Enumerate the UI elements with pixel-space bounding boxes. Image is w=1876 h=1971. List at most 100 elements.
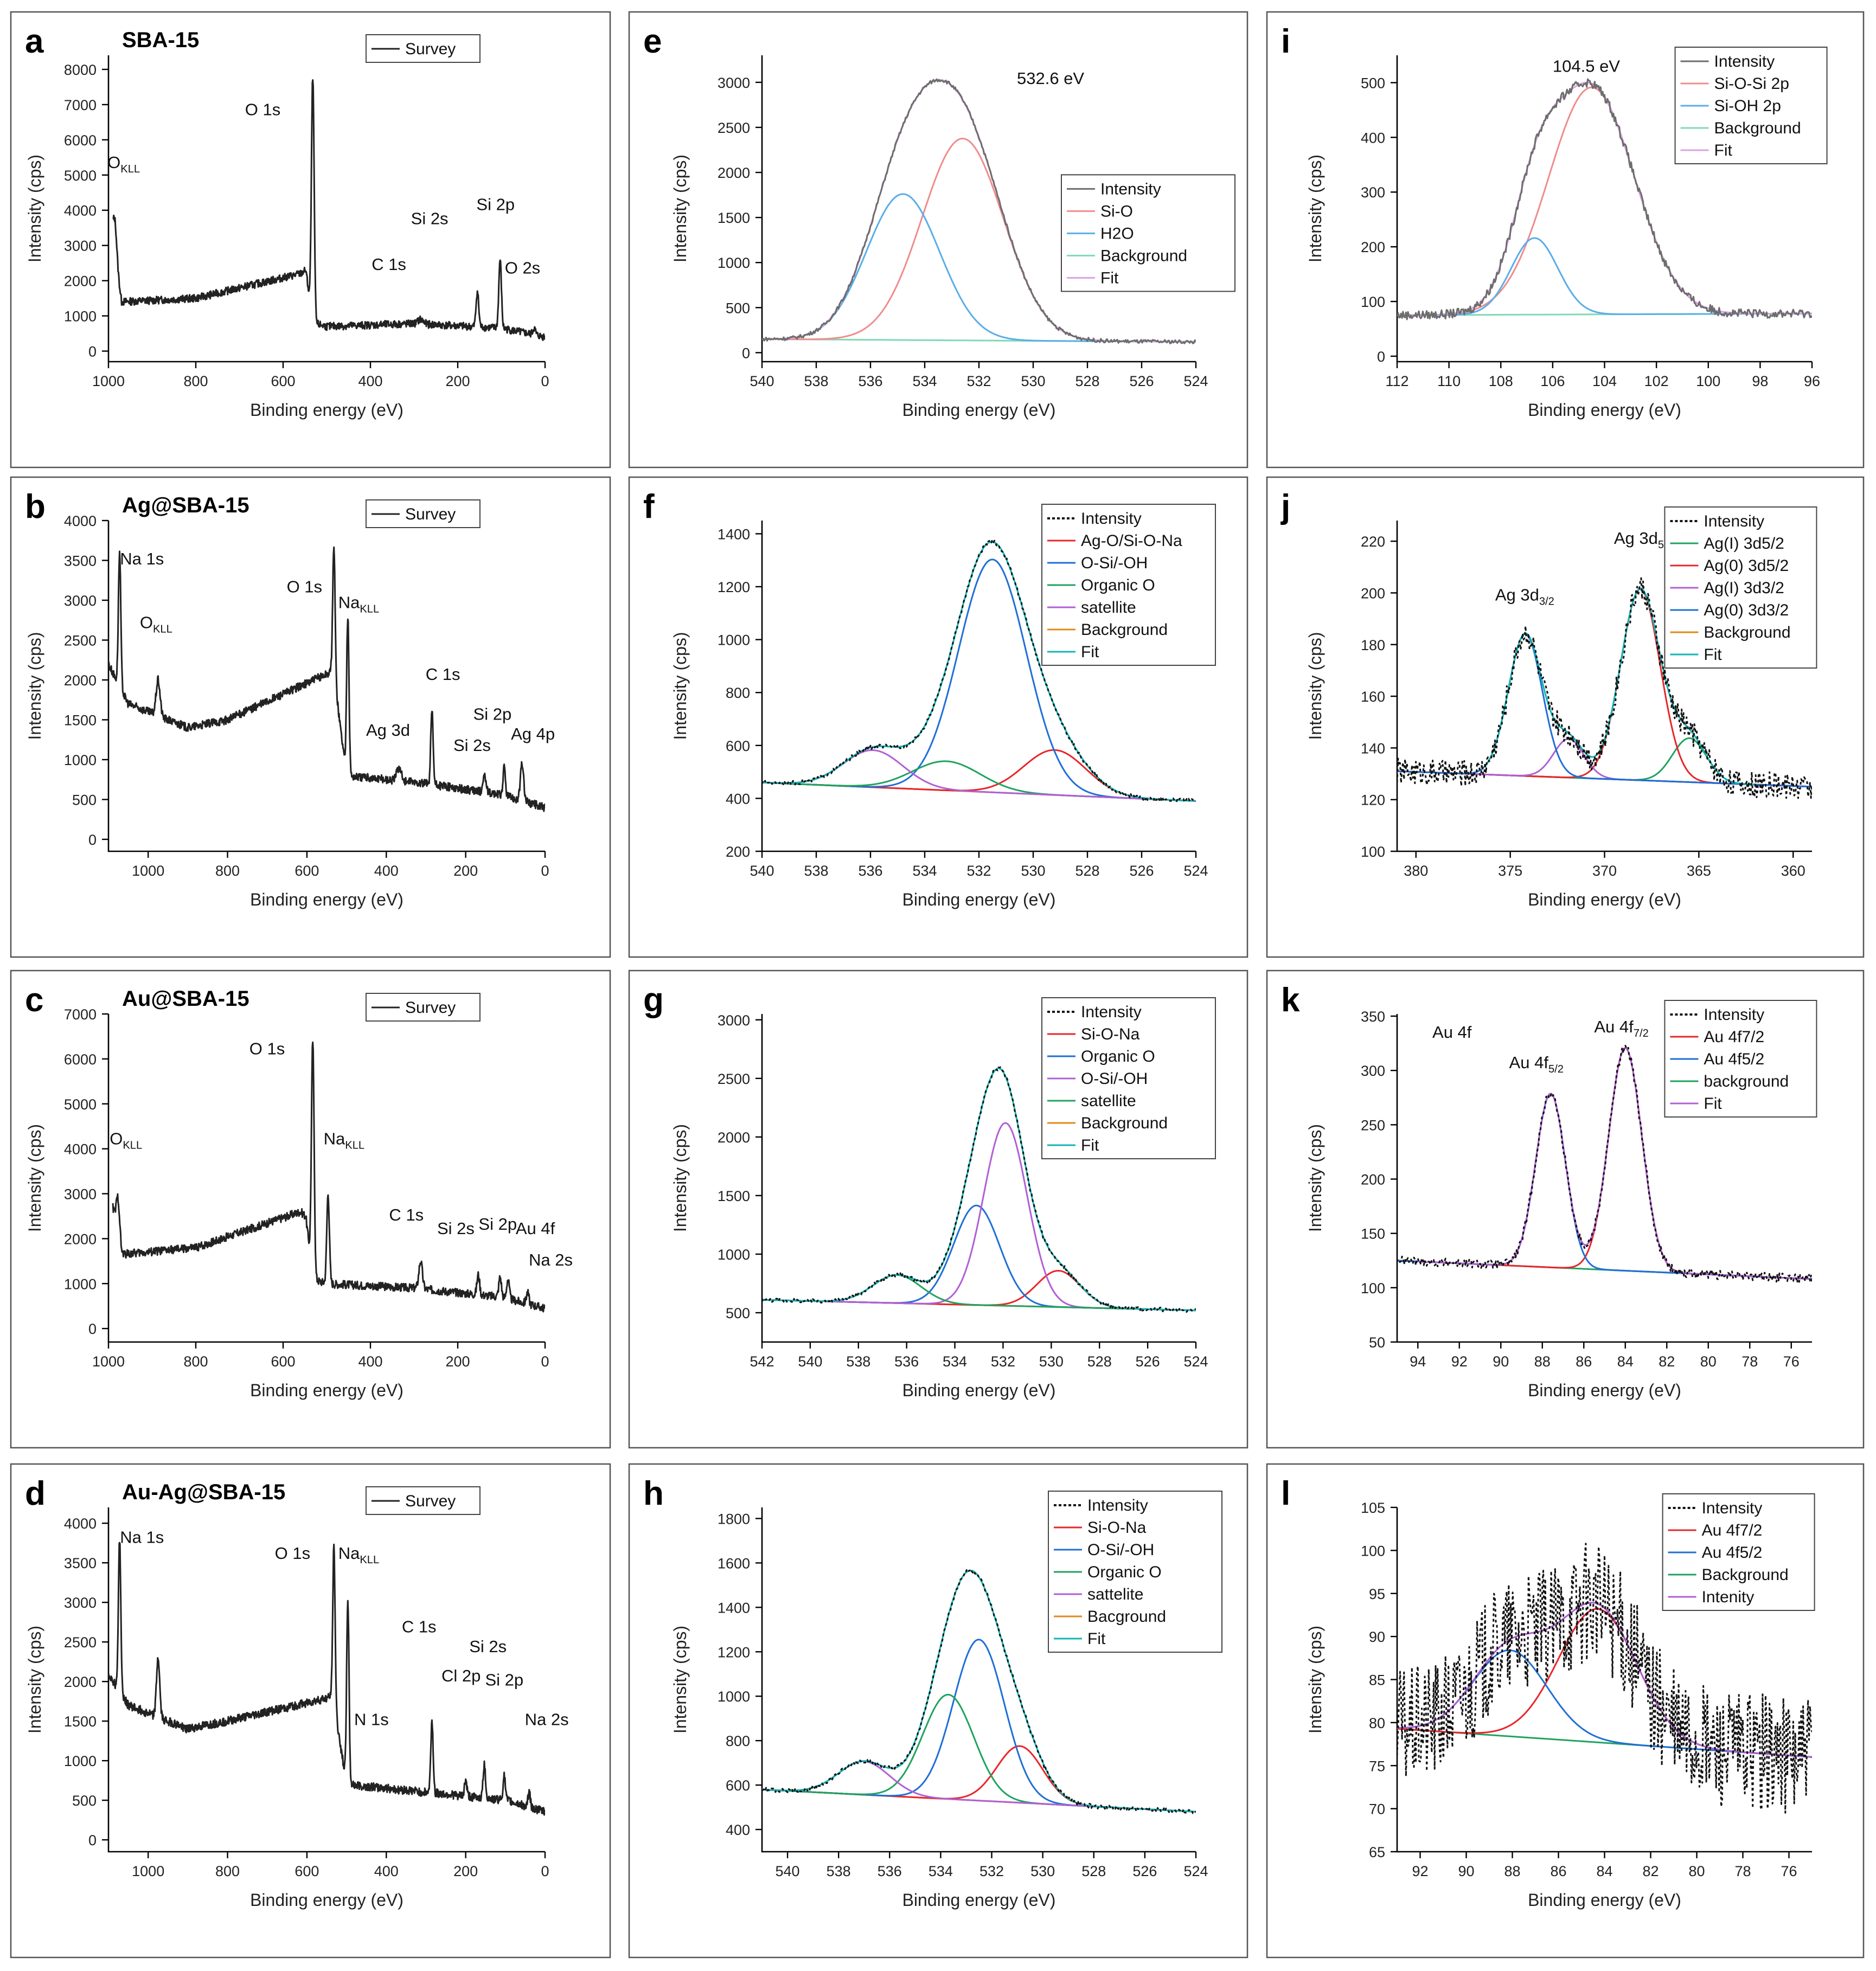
y-tick-label: 200 <box>1361 1172 1385 1188</box>
x-tick-label: 800 <box>183 373 208 389</box>
x-tick-label: 530 <box>1021 863 1045 879</box>
peak-label-main: Na <box>338 593 360 612</box>
peak-label-main: O 1s <box>249 1039 285 1058</box>
peak-label: 104.5 eV <box>1553 56 1620 75</box>
intensity-dotted <box>1397 1543 1812 1814</box>
y-tick-label: 500 <box>726 1305 750 1321</box>
x-tick-label: 104 <box>1592 373 1617 389</box>
x-tick-label: 600 <box>294 863 319 879</box>
peak-label-main: 532.6 eV <box>1017 69 1084 88</box>
component-organic-o <box>762 1693 1196 1813</box>
x-tick-label: 532 <box>966 373 991 389</box>
x-tick-label: 94 <box>1410 1353 1426 1370</box>
y-tick-label: 2000 <box>64 273 97 290</box>
y-tick-label: 500 <box>72 1793 97 1809</box>
y-tick-label: 1000 <box>718 1688 750 1705</box>
legend-label: Ag(0) 3d3/2 <box>1704 601 1789 619</box>
peak-label-main: C 1s <box>389 1205 424 1224</box>
y-tick-label: 400 <box>726 791 750 807</box>
y-tick-label: 300 <box>1361 1063 1385 1079</box>
y-tick-label: 500 <box>726 300 750 316</box>
panel-letter: k <box>1281 981 1300 1019</box>
legend-label: Intensity <box>1704 1006 1764 1024</box>
x-tick-label: 526 <box>1132 1863 1157 1879</box>
legend: Survey <box>365 1486 481 1515</box>
peak-label-main: O <box>140 613 153 632</box>
peak-label: Na 2s <box>525 1710 569 1729</box>
legend-label: Fit <box>1704 646 1722 664</box>
x-tick-label: 0 <box>541 373 549 389</box>
x-tick-label: 102 <box>1644 373 1669 389</box>
legend: Intensity Au 4f7/2 Au 4f5/2 background Fit <box>1664 1000 1817 1118</box>
x-tick-label: 86 <box>1550 1863 1566 1879</box>
y-tick-label: 0 <box>1377 349 1385 365</box>
y-tick-label: 2000 <box>64 1231 97 1247</box>
peak-label: O 1s <box>287 577 322 596</box>
y-tick-label: 100 <box>1361 1543 1385 1559</box>
y-tick-label: 500 <box>1361 75 1385 91</box>
x-tick-label: 0 <box>541 863 549 879</box>
x-tick-label: 365 <box>1687 863 1711 879</box>
peak-label: O 1s <box>249 1039 285 1058</box>
x-tick-label: 534 <box>929 1863 953 1879</box>
y-tick-label: 3500 <box>64 1555 97 1571</box>
peak-label: OKLL <box>110 1129 142 1151</box>
x-tick-label: 88 <box>1504 1863 1520 1879</box>
x-tick-label: 540 <box>798 1353 822 1370</box>
legend-label: O-Si/-OH <box>1081 1070 1148 1088</box>
legend-label: Fit <box>1704 1095 1722 1113</box>
sample-name: Au@SBA-15 <box>122 987 249 1011</box>
survey-line <box>108 1542 545 1816</box>
intensity-line <box>762 78 1196 344</box>
y-tick-label: 2500 <box>718 1071 750 1087</box>
peak-label-main: Au 4f <box>516 1219 555 1238</box>
plot-area <box>108 1542 545 1816</box>
x-tick-label: 542 <box>750 1353 774 1370</box>
legend-label: Si-OH 2p <box>1714 97 1781 115</box>
x-tick-label: 84 <box>1617 1353 1634 1370</box>
legend-label: Fit <box>1081 1137 1099 1154</box>
peak-label-main: Ag 3d <box>1614 529 1658 548</box>
y-tick-label: 0 <box>88 344 97 360</box>
legend-label: Bacground <box>1087 1608 1166 1626</box>
peak-label-main: Si 2p <box>485 1670 524 1689</box>
y-tick-label: 1000 <box>64 1276 97 1292</box>
x-tick-label: 0 <box>541 1353 549 1370</box>
peak-label-main: Na 1s <box>120 549 164 568</box>
y-tick-label: 500 <box>72 792 97 808</box>
panel-letter: d <box>25 1475 46 1512</box>
y-tick-label: 4000 <box>64 1141 97 1158</box>
x-tick-label: 80 <box>1700 1353 1717 1370</box>
plot-area <box>1397 1543 1812 1814</box>
y-tick-label: 50 <box>1369 1334 1385 1351</box>
axis-lines <box>107 521 545 852</box>
peak-label: Au 4f <box>1432 1023 1472 1042</box>
y-axis-title: Intensity (cps) <box>25 1124 44 1232</box>
peak-label-main: Ag 4p <box>511 724 555 743</box>
x-tick-label: 108 <box>1489 373 1513 389</box>
x-axis-title: Binding energy (eV) <box>1528 1381 1681 1400</box>
panel-letter: j <box>1280 488 1290 525</box>
y-tick-label: 1000 <box>64 309 97 325</box>
y-axis-title: Intensity (cps) <box>1305 155 1325 262</box>
peak-label-main: Au 4f <box>1594 1017 1634 1036</box>
survey-line <box>112 1041 545 1313</box>
legend-label: satellite <box>1081 1092 1136 1110</box>
panel-i: i 112 110 108 106 104 102 100 98 96 0 100 200 300 400 5… <box>1266 11 1865 468</box>
panel-frame <box>628 476 1248 958</box>
peak-label-main: Ag 3d <box>1495 586 1539 605</box>
axis-lines <box>107 1507 545 1853</box>
x-tick-label: 380 <box>1404 863 1428 879</box>
peak-label-main: Si 2p <box>478 1215 517 1234</box>
legend-label: Si-O <box>1100 202 1133 220</box>
y-tick-label: 800 <box>726 1733 750 1749</box>
peak-label: NaKLL <box>338 593 379 615</box>
peak-label-sub: 3/2 <box>1539 596 1554 608</box>
panel-h: h 540 538 536 534 532 530 528 526 524 400 600 800 100… <box>628 1463 1248 1959</box>
y-tick-label: 8000 <box>64 62 97 78</box>
y-tick-label: 4000 <box>64 203 97 219</box>
peak-label: Si 2s <box>437 1219 475 1238</box>
